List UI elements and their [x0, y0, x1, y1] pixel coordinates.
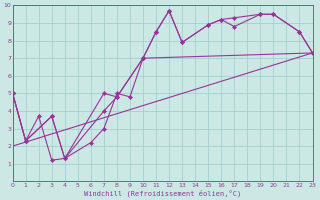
- X-axis label: Windchill (Refroidissement éolien,°C): Windchill (Refroidissement éolien,°C): [84, 189, 241, 197]
